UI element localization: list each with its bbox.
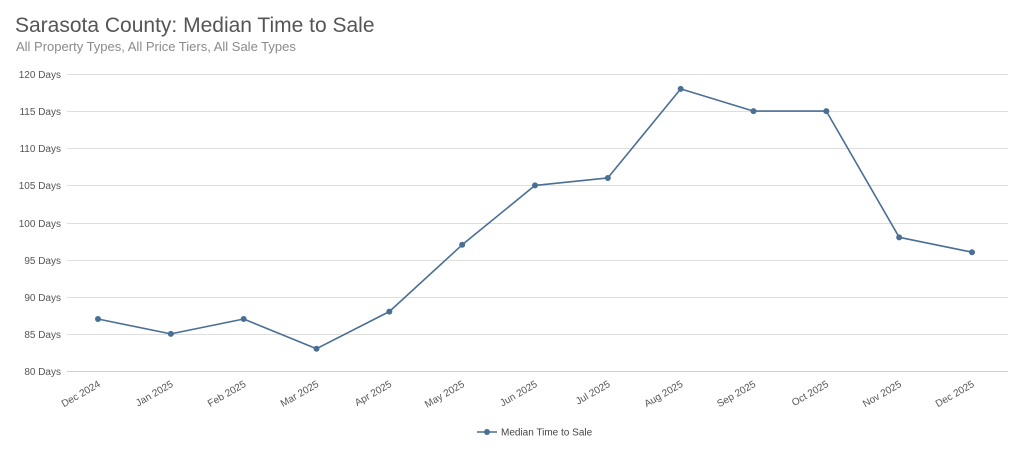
legend-label: Median Time to Sale: [501, 428, 593, 439]
data-point[interactable]: [896, 234, 903, 241]
y-tick-label: 110 Days: [19, 144, 61, 155]
gridlines: [67, 74, 1008, 372]
data-point[interactable]: [386, 308, 393, 315]
data-point[interactable]: [604, 174, 611, 181]
y-tick-label: 105 Days: [19, 181, 61, 192]
data-point[interactable]: [969, 249, 975, 256]
data-point[interactable]: [532, 182, 538, 189]
y-tick-label: 90 Days: [24, 293, 61, 304]
x-tick-label: Jun 2025: [498, 379, 540, 409]
x-tick-label: Sep 2025: [715, 379, 758, 410]
data-point[interactable]: [313, 345, 320, 352]
x-axis-ticks: Dec 2024 Jan 2025 Feb 2025 Mar 2025 Apr 2025…: [60, 379, 977, 411]
chart-title: Sarasota County: Median Time to Sale: [15, 14, 375, 37]
x-tick-label: Mar 2025: [279, 379, 321, 410]
data-point[interactable]: [750, 108, 757, 115]
y-tick-label: 100 Days: [19, 219, 61, 230]
data-point[interactable]: [823, 108, 830, 115]
y-tick-label: 120 Days: [19, 70, 61, 81]
data-point[interactable]: [459, 241, 466, 248]
y-tick-label: 80 Days: [24, 367, 61, 378]
chart-subtitle: All Property Types, All Price Tiers, All…: [16, 39, 296, 54]
x-tick-label: Jan 2025: [134, 379, 176, 409]
data-point[interactable]: [95, 316, 101, 323]
x-tick-label: Oct 2025: [790, 379, 831, 409]
y-tick-label: 95 Days: [24, 256, 61, 267]
x-tick-label: Dec 2024: [60, 379, 103, 410]
data-point[interactable]: [677, 85, 684, 92]
x-tick-label: Dec 2025: [934, 379, 977, 410]
x-tick-label: Feb 2025: [206, 379, 248, 410]
y-tick-label: 115 Days: [19, 107, 61, 118]
data-point[interactable]: [167, 330, 174, 337]
series-line: [97, 88, 973, 350]
y-axis-ticks: 80 Days 85 Days 90 Days 95 Days 100 Days 105 …: [19, 70, 61, 378]
legend-swatch-marker: [484, 429, 490, 435]
x-tick-label: Jul 2025: [574, 379, 613, 408]
series-layer: [95, 85, 975, 352]
x-tick-label: Nov 2025: [861, 379, 904, 410]
data-point[interactable]: [240, 316, 247, 323]
y-tick-label: 85 Days: [24, 330, 61, 341]
x-tick-label: May 2025: [423, 379, 467, 411]
legend[interactable]: Median Time to Sale: [477, 428, 593, 439]
x-tick-label: Apr 2025: [353, 379, 394, 409]
x-tick-label: Aug 2025: [643, 379, 686, 410]
